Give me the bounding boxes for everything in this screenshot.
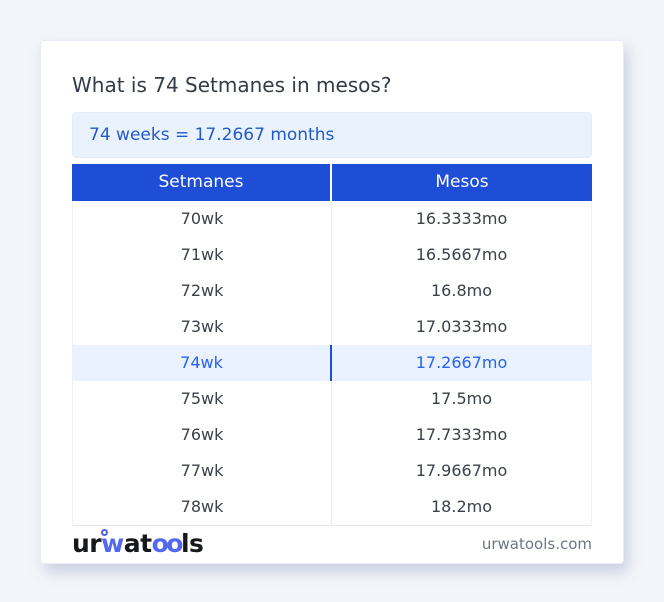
cell-setmanes: 71wk: [73, 237, 332, 273]
logo-text-w: w: [101, 529, 124, 558]
cell-setmanes: 72wk: [73, 273, 332, 309]
table-row: 77wk 17.9667mo: [72, 453, 592, 489]
cell-mesos: 16.3333mo: [415, 209, 508, 228]
column-header-setmanes: Setmanes: [72, 164, 332, 201]
cell-setmanes: 77wk: [73, 453, 332, 489]
cell-setmanes: 75wk: [73, 381, 332, 417]
converter-card: What is 74 Setmanes in mesos? 74 weeks =…: [40, 40, 624, 564]
cell-mesos: 16.5667mo: [415, 245, 508, 264]
cell-mesos: 17.9667mo: [415, 461, 508, 480]
cell-setmanes: 78wk: [73, 489, 332, 525]
table-row: 72wk 16.8mo: [72, 273, 592, 309]
logo-text-oo: oo: [151, 529, 184, 558]
card-footer: ur watools urwatools.com: [72, 524, 592, 563]
cell-mesos: 17.0333mo: [415, 317, 508, 336]
table-row: 78wk 18.2mo: [72, 489, 592, 525]
logo-text-at: at: [123, 529, 152, 558]
table-row: 70wk 16.3333mo: [72, 201, 592, 237]
cell-setmanes: 76wk: [73, 417, 332, 453]
cell-mesos: 18.2mo: [431, 497, 492, 516]
logo-text-ur: ur: [72, 529, 102, 558]
cell-setmanes: 73wk: [73, 309, 332, 345]
column-header-mesos: Mesos: [435, 172, 489, 192]
cell-mesos[interactable]: 17.2667mo: [415, 353, 508, 372]
cell-mesos: 17.5mo: [431, 389, 492, 408]
logo-text-ls: ls: [180, 529, 204, 558]
ring-icon: [101, 529, 108, 536]
table-header-row: Setmanes Mesos: [72, 164, 592, 201]
table-row: 76wk 17.7333mo: [72, 417, 592, 453]
table-row: 73wk 17.0333mo: [72, 309, 592, 345]
cell-mesos: 17.7333mo: [415, 425, 508, 444]
cell-mesos: 16.8mo: [431, 281, 492, 300]
urwatools-logo[interactable]: ur watools: [72, 529, 204, 558]
table-row-highlighted[interactable]: 74wk 17.2667mo: [72, 345, 592, 381]
cell-setmanes[interactable]: 74wk: [73, 345, 332, 381]
site-domain: urwatools.com: [481, 534, 592, 553]
conversion-result-banner: 74 weeks = 17.2667 months: [72, 112, 592, 158]
table-row: 71wk 16.5667mo: [72, 237, 592, 273]
table-row: 75wk 17.5mo: [72, 381, 592, 417]
page-title: What is 74 Setmanes in mesos?: [72, 73, 392, 97]
conversion-table: Setmanes Mesos 70wk 16.3333mo 71wk 16.56…: [72, 164, 592, 526]
cell-setmanes: 70wk: [73, 201, 332, 237]
conversion-result-text: 74 weeks = 17.2667 months: [89, 125, 335, 145]
